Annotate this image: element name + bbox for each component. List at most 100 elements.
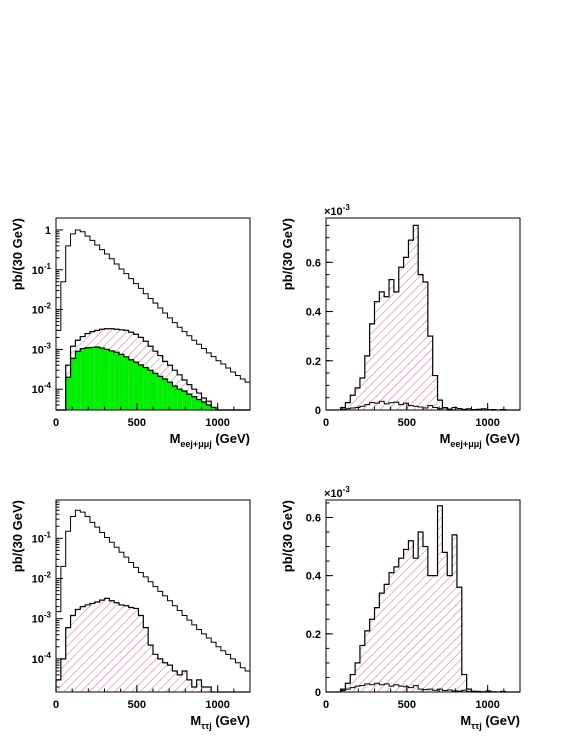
hatched-bar-top-right	[384, 296, 390, 410]
filled-bar-top-left	[167, 382, 173, 410]
filled-bar-top-left	[94, 346, 100, 410]
y-axis-title-top-left: pb/(30 GeV)	[10, 218, 25, 290]
hatched-bar-bottom-left	[206, 686, 212, 692]
y-tick-label-bottom-right: 0	[315, 687, 321, 699]
hatched-bar-top-right	[374, 301, 380, 410]
hatched-bar-bottom-left	[56, 679, 61, 692]
hatched-bar-bottom-right	[345, 683, 351, 692]
x-axis-title-top-right: Meej+μμj (GeV)	[440, 431, 520, 449]
histogram-outline-top-left	[56, 328, 250, 411]
histogram-outline-top-left	[55, 229, 251, 410]
hatched-bar-bottom-left	[85, 604, 90, 692]
x-tick-label-bottom-left: 500	[128, 699, 146, 711]
filled-bar-top-left	[153, 373, 158, 410]
hatched-bar-bottom-left	[177, 674, 183, 692]
hatched-bar-top-right	[432, 375, 438, 410]
y-tick-label-top-left: 10-3	[32, 341, 52, 356]
hatched-bar-bottom-left	[172, 670, 178, 692]
hatched-bar-bottom-left	[133, 608, 139, 692]
x-tick-label-bottom-right: 0	[323, 699, 329, 711]
filled-bar-top-left	[119, 354, 124, 410]
filled-bar-top-left	[99, 348, 105, 410]
x-tick-label-bottom-right: 1000	[475, 699, 499, 711]
x-axis-title-bottom-right: Mττj (GeV)	[460, 713, 520, 731]
hatched-bar-bottom-right	[423, 546, 428, 692]
hatched-bar-bottom-right	[355, 662, 360, 692]
hatched-bar-top-right	[369, 323, 375, 410]
hatched-bar-bottom-right	[384, 584, 390, 692]
filled-bar-top-left	[172, 386, 178, 410]
y-tick-label-top-right: 0	[315, 405, 321, 417]
hatched-bar-top-right	[427, 336, 433, 410]
x-tick-label-top-left: 500	[128, 417, 146, 429]
x-axis-title-top-left: Meej+μμj (GeV)	[170, 431, 250, 449]
hatched-bar-bottom-left	[80, 606, 86, 692]
y-tick-label-top-right: 0.2	[306, 356, 321, 368]
hatched-bar-bottom-left	[191, 686, 197, 692]
y-tick-label-top-right: 0.4	[306, 307, 322, 319]
hatched-bar-bottom-right	[447, 575, 453, 692]
hatched-bar-bottom-right	[452, 534, 457, 692]
x-tick-label-top-left: 1000	[205, 417, 229, 429]
hatched-bar-top-right	[423, 282, 428, 410]
histogram-outline-bottom-left	[55, 597, 250, 693]
hatched-bar-top-right	[359, 378, 365, 410]
filled-bar-top-left	[65, 377, 71, 410]
x-tick-label-bottom-left: 0	[53, 699, 59, 711]
hatched-bar-bottom-right	[398, 558, 404, 692]
x-tick-label-bottom-right: 500	[398, 699, 416, 711]
hatched-bar-bottom-left	[104, 598, 110, 692]
hatched-bar-bottom-right	[393, 566, 399, 692]
filled-bar-top-left	[182, 391, 187, 410]
hatched-bar-bottom-right	[432, 575, 438, 692]
hatched-bar-bottom-left	[148, 645, 153, 692]
hatched-bar-top-right	[355, 387, 360, 410]
hatched-bar-bottom-left	[157, 658, 163, 692]
y-tick-label-bottom-right: 0.4	[306, 571, 322, 583]
y-tick-label-bottom-left: 10-3	[32, 611, 52, 626]
y-exponent-label-bottom-right: ×10-3	[324, 485, 350, 500]
hatched-bar-bottom-right	[389, 572, 394, 692]
filled-bar-top-left	[177, 389, 183, 410]
hatched-bar-bottom-right	[359, 645, 365, 692]
filled-bar-top-left	[143, 367, 149, 410]
hatched-bar-bottom-left	[109, 600, 115, 692]
filled-bar-top-left	[114, 352, 120, 410]
hatched-bar-top-right	[398, 267, 404, 410]
filled-bar-top-left	[206, 405, 212, 410]
y-tick-label-bottom-right: 0.6	[306, 512, 321, 524]
filled-bar-top-left	[133, 362, 139, 410]
filled-bar-top-left	[109, 350, 115, 410]
hatched-bar-bottom-right	[413, 558, 419, 692]
hatched-bar-top-right	[389, 279, 394, 410]
panel-bottom-right: 0 500 1000 0 0.2 0.4 0.6 pb/(30 GeV) Mττj (GeV) ×…	[280, 485, 521, 731]
x-tick-label-top-right: 1000	[475, 417, 499, 429]
y-tick-label-top-left: 10-4	[32, 381, 52, 396]
hatched-bar-bottom-left	[89, 603, 95, 692]
hatched-bar-top-right	[413, 225, 419, 410]
histogram-outline-bottom-left	[55, 509, 251, 692]
y-tick-label-bottom-left: 10-2	[32, 571, 52, 586]
filled-bar-top-left	[75, 351, 81, 410]
hatched-bar-bottom-left	[123, 605, 129, 692]
hatched-bar-bottom-left	[99, 600, 105, 692]
filled-bar-top-left	[104, 349, 110, 410]
histogram-outline-top-left	[56, 346, 250, 411]
filled-bar-top-left	[191, 396, 197, 410]
y-axis-title-top-right: pb/(30 GeV)	[280, 218, 295, 290]
y-tick-label-top-right: 0.6	[306, 257, 321, 269]
hatched-bar-bottom-left	[75, 609, 81, 692]
filled-bar-top-left	[80, 348, 86, 410]
hatched-bar-bottom-left	[143, 627, 149, 692]
hatched-bar-top-right	[345, 402, 351, 410]
y-tick-label-top-left: 10-2	[32, 302, 52, 317]
hatched-bar-top-right	[418, 274, 423, 410]
hatched-bar-bottom-left	[182, 670, 187, 692]
hatched-bar-bottom-left	[201, 686, 207, 692]
histogram-outline-bottom-right	[326, 505, 520, 693]
filled-bar-top-left	[162, 379, 168, 410]
hatched-bar-bottom-right	[466, 689, 472, 692]
x-axis-title-bottom-left: Mττj (GeV)	[190, 713, 250, 731]
filled-bar-top-left	[138, 364, 144, 410]
